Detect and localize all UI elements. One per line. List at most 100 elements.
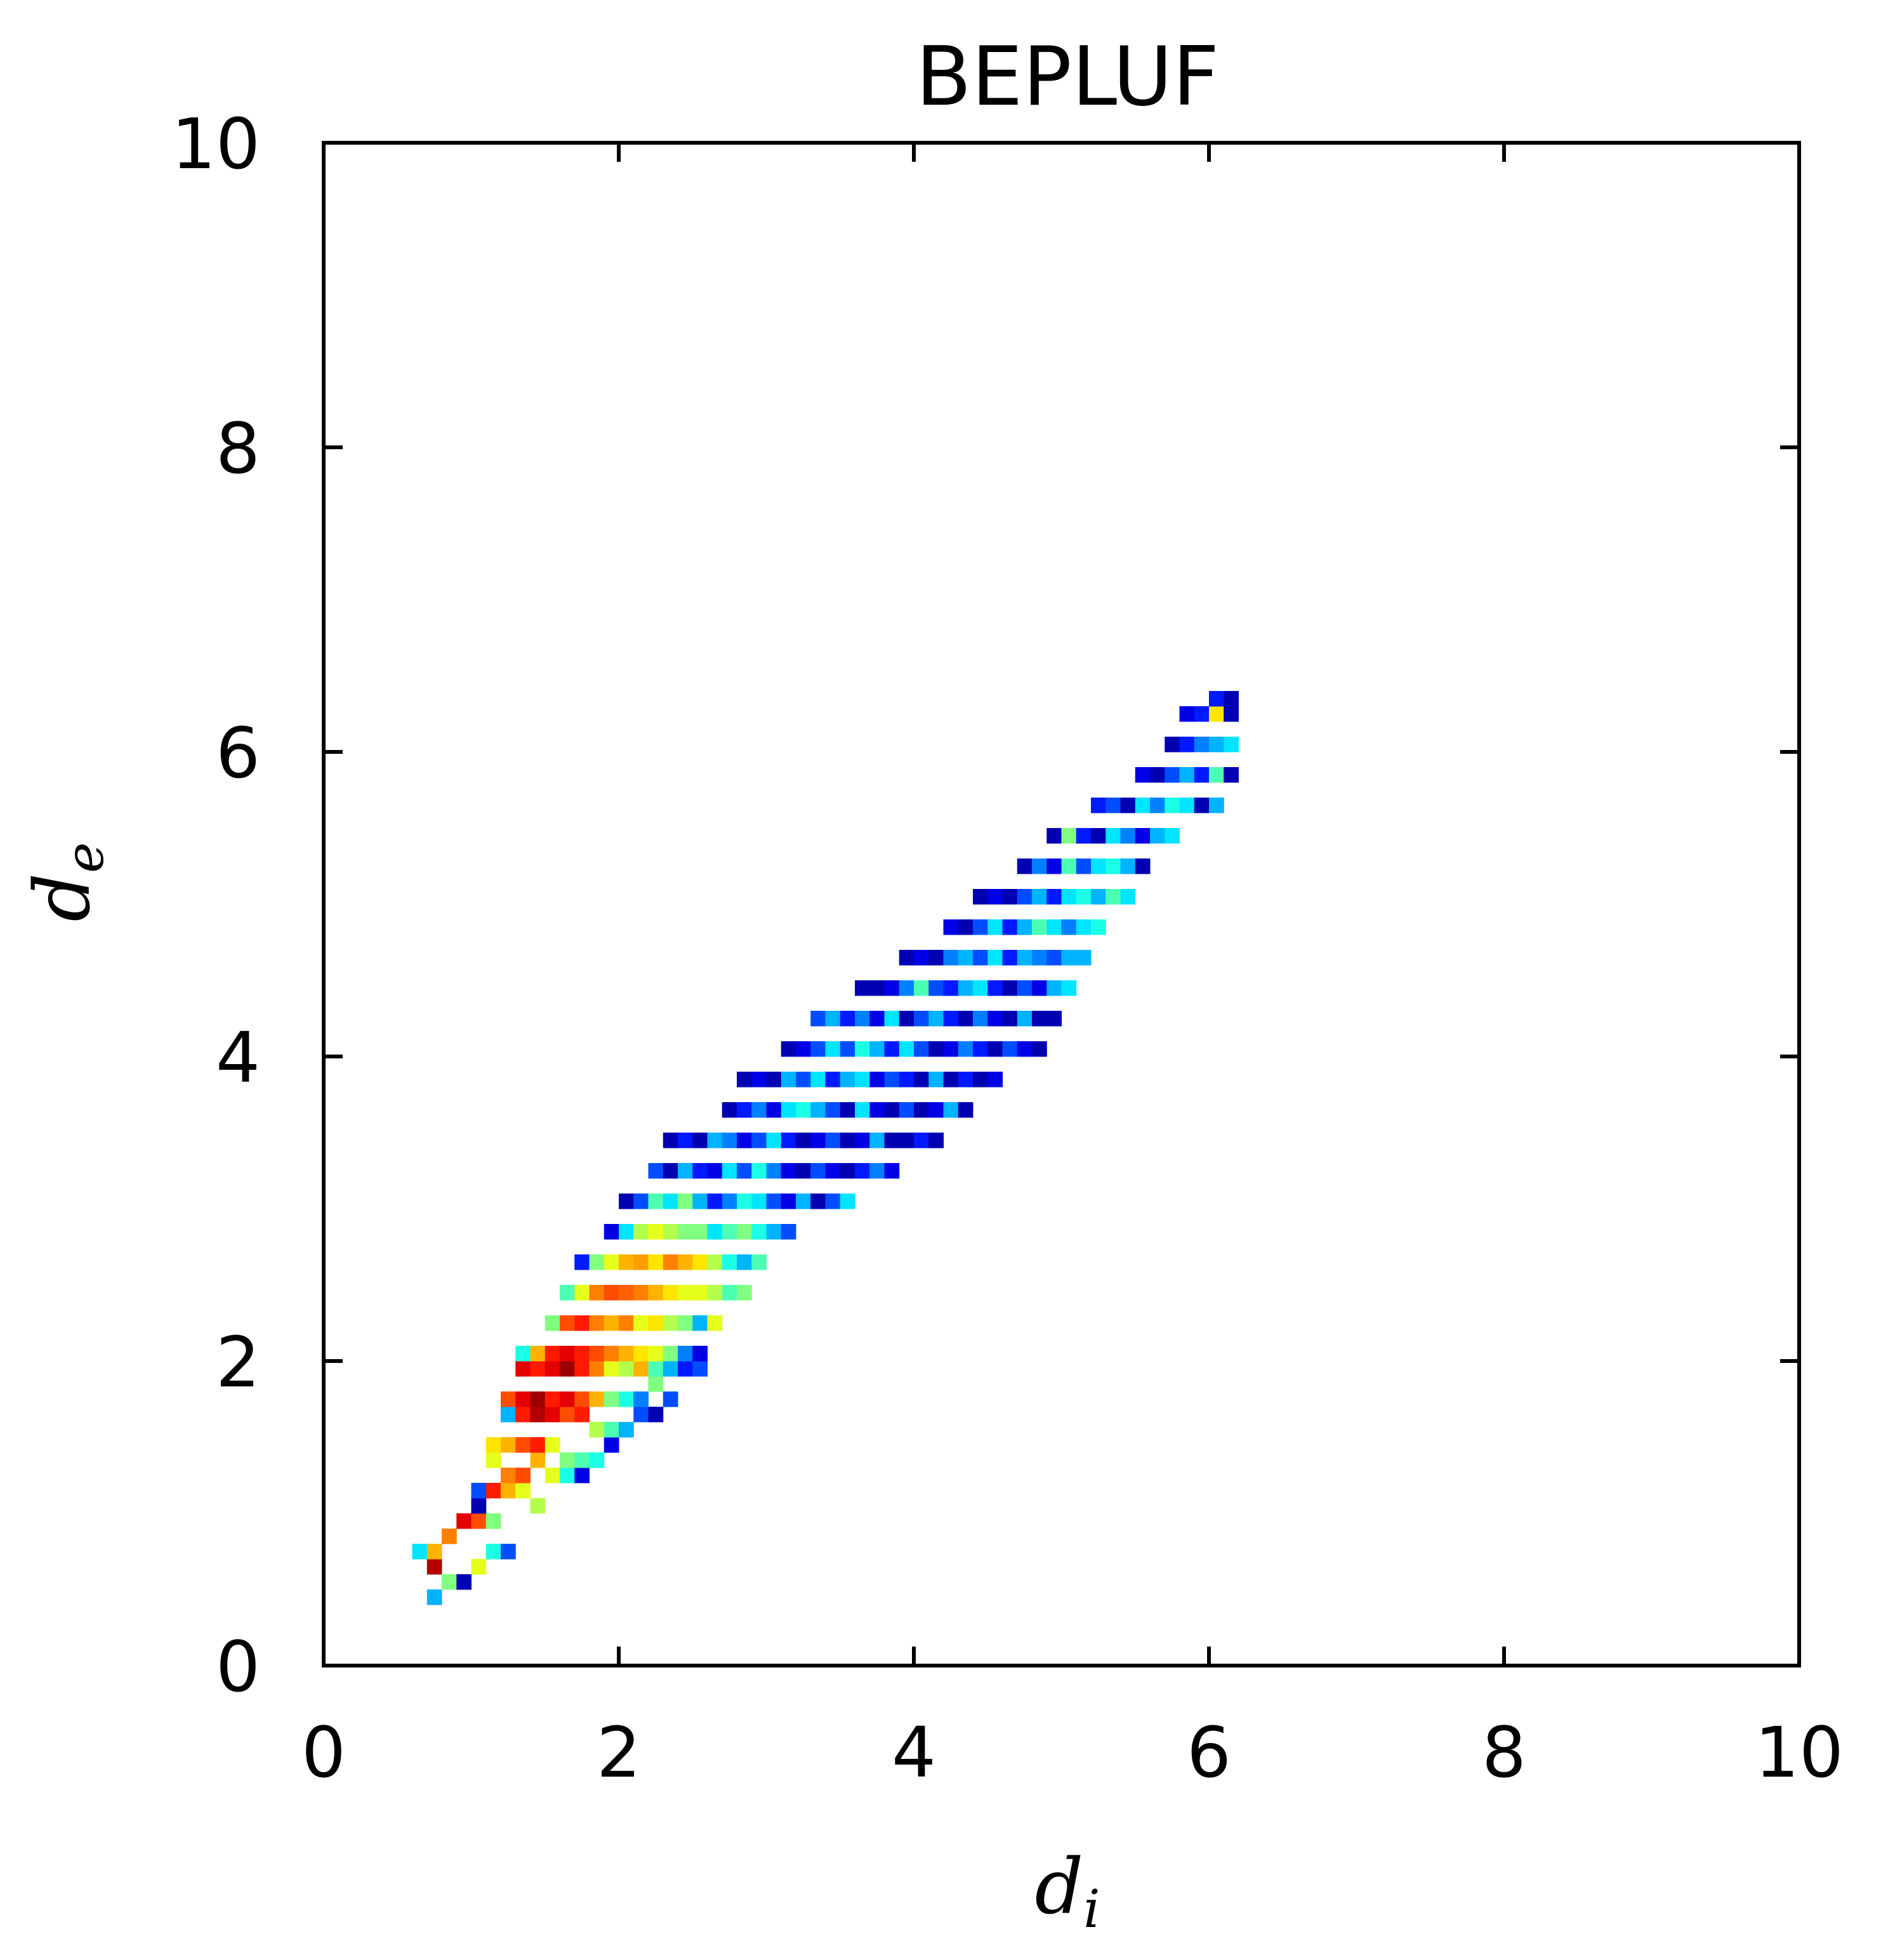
heatmap-cell xyxy=(928,1102,944,1118)
heatmap-cell xyxy=(1032,889,1047,905)
heatmap-cell xyxy=(751,1072,767,1088)
heatmap-cell xyxy=(855,1163,870,1179)
heatmap-cell xyxy=(692,1346,708,1362)
heatmap-cell xyxy=(810,1194,826,1209)
heatmap-cell xyxy=(1209,691,1224,707)
heatmap-cell xyxy=(619,1361,634,1377)
heatmap-cell xyxy=(884,1163,900,1179)
heatmap-cell xyxy=(928,980,944,996)
heatmap-cell xyxy=(530,1407,546,1423)
x-axis-label-sub: i xyxy=(1083,1879,1100,1940)
heatmap-cell xyxy=(1076,919,1092,935)
x-axis-label-main: d xyxy=(1034,1843,1083,1931)
heatmap-cell xyxy=(515,1346,531,1362)
heatmap-cell xyxy=(825,1041,841,1057)
heatmap-cell xyxy=(751,1194,767,1209)
heatmap-cell xyxy=(633,1254,649,1270)
heatmap-cell xyxy=(737,1163,752,1179)
tick-labels: 0 2 4 6 8 10 0 2 4 6 8 10 xyxy=(171,103,1844,1793)
heatmap-cell xyxy=(574,1254,590,1270)
heatmap-cell xyxy=(810,1041,826,1057)
heatmap-cell xyxy=(914,1102,929,1118)
heatmap-cell xyxy=(1017,980,1033,996)
heatmap-cell xyxy=(589,1285,605,1301)
heatmap-cell xyxy=(869,1102,885,1118)
heatmap-cell xyxy=(810,1072,826,1088)
heatmap-cell xyxy=(663,1224,678,1240)
heatmap-cell xyxy=(589,1346,605,1362)
heatmap-cell xyxy=(737,1194,752,1209)
heatmap-cell xyxy=(545,1361,560,1377)
heatmap-cell xyxy=(825,1194,841,1209)
heatmap-cell xyxy=(485,1483,501,1499)
heatmap-cell xyxy=(987,1011,1003,1027)
plot-frame xyxy=(322,141,1801,1667)
heatmap-cell xyxy=(707,1254,723,1270)
heatmap-cell xyxy=(485,1513,501,1529)
heatmap-cell xyxy=(781,1041,796,1057)
heatmap-cell xyxy=(1046,828,1062,844)
heatmap-cell xyxy=(825,1133,841,1148)
heatmap-cell xyxy=(574,1407,590,1423)
heatmap-cell xyxy=(796,1102,811,1118)
heatmap-cell xyxy=(943,1072,959,1088)
heatmap-cell xyxy=(958,1102,974,1118)
heatmap-cell xyxy=(678,1224,693,1240)
heatmap-cell xyxy=(515,1483,531,1499)
y-tick-label: 8 xyxy=(216,408,260,489)
heatmap-cell xyxy=(545,1468,560,1483)
heatmap-cell xyxy=(530,1391,546,1407)
heatmap-cell xyxy=(840,1102,855,1118)
heatmap-cell xyxy=(987,1072,1003,1088)
heatmap-cell xyxy=(1061,828,1077,844)
heatmap-cell xyxy=(604,1254,619,1270)
heatmap-cell xyxy=(485,1437,501,1453)
heatmap-cell xyxy=(442,1574,457,1590)
heatmap-cell xyxy=(648,1315,664,1331)
heatmap-cell xyxy=(619,1315,634,1331)
heatmap-cell xyxy=(604,1361,619,1377)
heatmap-cell xyxy=(501,1468,516,1483)
heatmap-cell xyxy=(737,1072,752,1088)
heatmap-cell xyxy=(914,980,929,996)
heatmap-cell xyxy=(943,1041,959,1057)
heatmap-cell xyxy=(707,1315,723,1331)
heatmap-cell xyxy=(1091,798,1106,813)
y-tick-label: 2 xyxy=(216,1322,260,1403)
heatmap-cell xyxy=(1032,980,1047,996)
heatmap-cell xyxy=(560,1468,575,1483)
heatmap-cell xyxy=(810,1163,826,1179)
heatmap-cell xyxy=(692,1163,708,1179)
heatmap-cell xyxy=(781,1102,796,1118)
x-axis-label: di xyxy=(1034,1843,1100,1940)
heatmap-cell xyxy=(1002,1041,1018,1057)
heatmap-cell xyxy=(1106,858,1121,874)
heatmap-cell xyxy=(1194,798,1210,813)
heatmap-cell xyxy=(648,1361,664,1377)
heatmap-cell xyxy=(574,1452,590,1468)
heatmap-cell xyxy=(869,1011,885,1027)
heatmap-cell xyxy=(692,1285,708,1301)
heatmap-cell xyxy=(899,1102,914,1118)
y-axis-label-sub: e xyxy=(55,842,116,873)
heatmap-cell xyxy=(943,950,959,966)
heatmap-cell xyxy=(1165,798,1180,813)
heatmap-cell xyxy=(560,1315,575,1331)
heatmap-cell xyxy=(515,1468,531,1483)
heatmap-cell xyxy=(1061,858,1077,874)
heatmap-cell xyxy=(973,1041,988,1057)
heatmap-cell xyxy=(648,1407,664,1423)
heatmap-cell xyxy=(633,1391,649,1407)
heatmap-cell xyxy=(855,980,870,996)
heatmap-cell xyxy=(869,1041,885,1057)
heatmap-cell xyxy=(471,1559,487,1575)
heatmap-cell xyxy=(1046,919,1062,935)
heatmap-cell xyxy=(619,1346,634,1362)
heatmap-cell xyxy=(560,1407,575,1423)
heatmap-cell xyxy=(869,1072,885,1088)
heatmap-cell xyxy=(840,1163,855,1179)
heatmap-cell xyxy=(943,980,959,996)
heatmap-cell xyxy=(766,1163,782,1179)
heatmap-cell xyxy=(1002,1011,1018,1027)
heatmap-cell xyxy=(530,1498,546,1514)
